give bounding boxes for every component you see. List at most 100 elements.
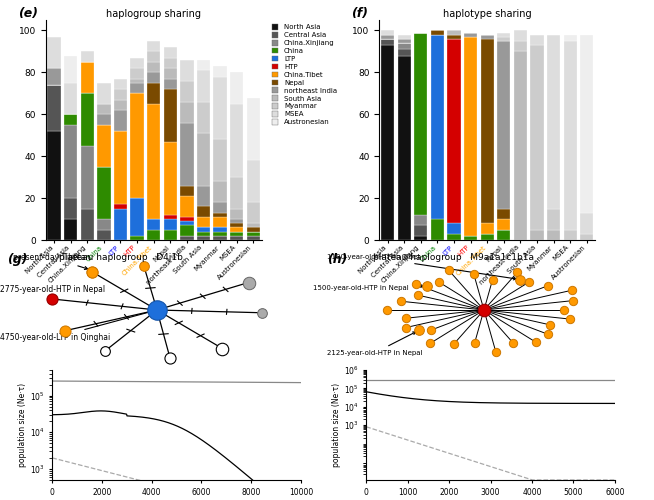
Bar bbox=[398, 50, 411, 56]
Bar bbox=[147, 104, 160, 219]
Text: 2775-year-old-HTP in Nepal: 2775-year-old-HTP in Nepal bbox=[0, 285, 105, 298]
Bar bbox=[247, 160, 260, 202]
Bar bbox=[97, 166, 111, 219]
Bar bbox=[230, 228, 243, 232]
Bar bbox=[213, 228, 227, 232]
Bar bbox=[97, 83, 111, 104]
Bar bbox=[447, 34, 460, 39]
Bar bbox=[130, 83, 144, 94]
Bar bbox=[97, 125, 111, 166]
Bar bbox=[147, 52, 160, 62]
Bar bbox=[481, 39, 494, 223]
Bar bbox=[213, 140, 227, 181]
Bar bbox=[514, 30, 527, 41]
Bar bbox=[197, 133, 210, 186]
Bar bbox=[64, 125, 77, 198]
Text: plateau haplogroup   D4j1b: plateau haplogroup D4j1b bbox=[59, 252, 182, 262]
Bar bbox=[230, 104, 243, 177]
Bar bbox=[213, 182, 227, 203]
Bar bbox=[97, 104, 111, 115]
Bar bbox=[497, 41, 511, 208]
Bar bbox=[197, 236, 210, 240]
Bar bbox=[464, 236, 477, 240]
Bar bbox=[447, 223, 460, 234]
Bar bbox=[247, 98, 260, 160]
Bar bbox=[48, 131, 61, 240]
Bar bbox=[114, 204, 127, 208]
Bar bbox=[181, 226, 194, 236]
Bar bbox=[564, 34, 577, 41]
Legend: North Asia, Central Asia, China.Xinjiang, China, LTP, HTP, China.Tibet, Nepal, n: North Asia, Central Asia, China.Xinjiang… bbox=[271, 24, 338, 126]
Bar bbox=[197, 206, 210, 217]
Bar bbox=[181, 186, 194, 196]
Bar bbox=[213, 236, 227, 240]
Bar bbox=[547, 208, 560, 230]
Bar bbox=[481, 34, 494, 39]
Bar bbox=[164, 68, 177, 78]
Bar bbox=[181, 122, 194, 186]
Text: (e): (e) bbox=[18, 7, 38, 20]
Text: 4750-year-old-LTP in Qinghai: 4750-year-old-LTP in Qinghai bbox=[0, 310, 153, 342]
Bar bbox=[447, 39, 460, 223]
Bar bbox=[398, 34, 411, 39]
Bar bbox=[230, 208, 243, 219]
Bar bbox=[447, 234, 460, 240]
Bar bbox=[564, 41, 577, 230]
Bar bbox=[114, 100, 127, 110]
Bar bbox=[130, 94, 144, 198]
Bar bbox=[530, 34, 543, 45]
Bar bbox=[230, 223, 243, 228]
Bar bbox=[64, 56, 77, 83]
Bar bbox=[181, 81, 194, 102]
Bar bbox=[414, 226, 428, 236]
Bar bbox=[80, 94, 94, 146]
Bar bbox=[580, 213, 593, 234]
Bar bbox=[564, 230, 577, 240]
Bar bbox=[464, 32, 477, 37]
Bar bbox=[181, 221, 194, 226]
Bar bbox=[414, 215, 428, 226]
Bar bbox=[164, 142, 177, 215]
Bar bbox=[197, 186, 210, 206]
Bar bbox=[398, 56, 411, 240]
Bar bbox=[481, 234, 494, 240]
Bar bbox=[530, 45, 543, 230]
Bar bbox=[164, 58, 177, 68]
Text: (g): (g) bbox=[7, 252, 27, 266]
Bar bbox=[80, 52, 94, 62]
Bar bbox=[530, 230, 543, 240]
Bar bbox=[64, 219, 77, 240]
Bar bbox=[580, 34, 593, 213]
Bar bbox=[464, 37, 477, 236]
Bar bbox=[197, 60, 210, 70]
Bar bbox=[414, 32, 428, 215]
Bar bbox=[381, 39, 394, 45]
Bar bbox=[164, 219, 177, 230]
Bar bbox=[414, 236, 428, 240]
Bar bbox=[213, 217, 227, 228]
Bar bbox=[213, 213, 227, 217]
Bar bbox=[447, 30, 460, 34]
Bar bbox=[547, 230, 560, 240]
Bar bbox=[497, 219, 511, 230]
Bar bbox=[147, 62, 160, 72]
Bar bbox=[547, 34, 560, 208]
Bar bbox=[130, 236, 144, 240]
Text: (f): (f) bbox=[351, 7, 368, 20]
Bar bbox=[80, 208, 94, 240]
Text: 1500-year-old-HTP in Nepal: 1500-year-old-HTP in Nepal bbox=[313, 284, 423, 291]
Bar bbox=[431, 219, 444, 240]
Bar bbox=[130, 58, 144, 68]
Text: (h): (h) bbox=[327, 252, 347, 266]
Bar bbox=[213, 232, 227, 236]
Bar bbox=[497, 230, 511, 240]
Bar bbox=[97, 219, 111, 230]
Bar bbox=[431, 30, 444, 34]
Title: haplotype sharing: haplotype sharing bbox=[443, 9, 532, 19]
Bar bbox=[230, 232, 243, 236]
Bar bbox=[398, 43, 411, 50]
Bar bbox=[398, 39, 411, 43]
Bar bbox=[114, 208, 127, 240]
Bar bbox=[580, 234, 593, 240]
Bar bbox=[64, 83, 77, 114]
